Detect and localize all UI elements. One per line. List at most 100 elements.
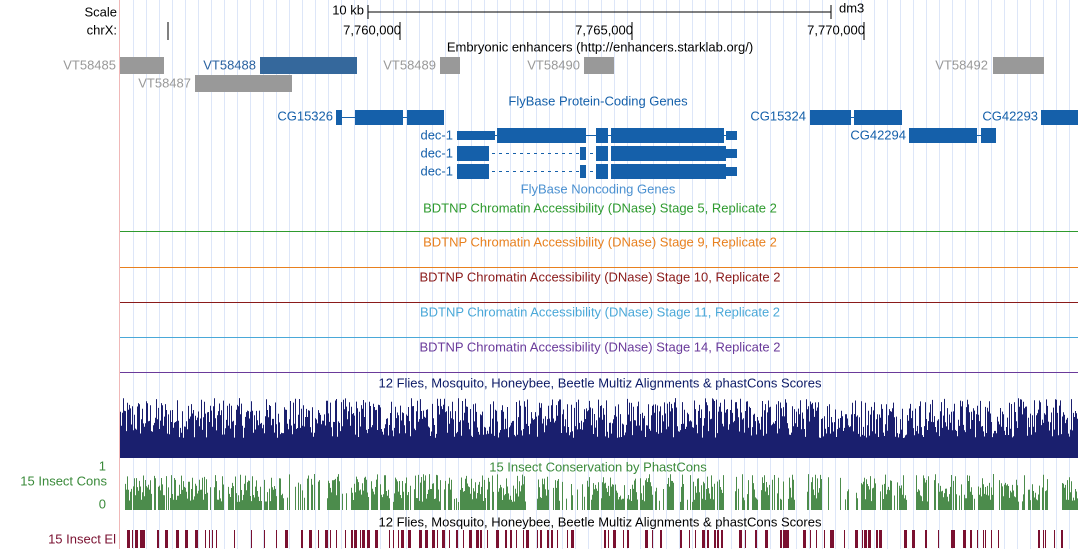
element	[876, 530, 878, 548]
scale-bar-label: 10 kb	[332, 2, 364, 17]
gene[interactable]	[457, 164, 737, 179]
enhancer-label: VT58488	[203, 57, 256, 72]
track-title: FlyBase Noncoding Genes	[521, 181, 676, 196]
element	[360, 530, 361, 548]
enhancer-label: VT58485	[63, 57, 116, 72]
element	[680, 530, 682, 548]
element	[285, 530, 288, 548]
element	[803, 530, 806, 548]
element	[195, 530, 198, 548]
element	[132, 530, 133, 548]
enhancer[interactable]	[195, 75, 292, 92]
element	[645, 530, 648, 548]
gene[interactable]	[810, 110, 902, 125]
enhancer[interactable]	[993, 57, 1044, 74]
axis-label: 0	[99, 496, 106, 511]
element	[862, 530, 863, 548]
conserved-elements	[127, 530, 1063, 548]
element	[745, 530, 746, 548]
element	[904, 530, 906, 548]
element	[689, 530, 690, 548]
element	[879, 530, 882, 548]
element	[516, 530, 517, 548]
element	[401, 530, 404, 548]
element	[496, 530, 499, 548]
gene[interactable]	[457, 128, 737, 143]
element	[557, 530, 558, 548]
chrom-label: chrX:	[87, 22, 117, 37]
element	[309, 530, 312, 548]
track-title: 15 Insect Conservation by PhastCons	[489, 459, 707, 474]
element	[264, 530, 265, 548]
phastcons-bars	[125, 474, 1078, 510]
element	[816, 530, 817, 548]
multiz-bars	[120, 398, 1078, 458]
enhancer-label: VT58492	[935, 57, 988, 72]
multiz-signal	[120, 398, 1078, 458]
element	[140, 530, 143, 548]
element	[963, 530, 966, 548]
element	[212, 530, 213, 548]
element	[623, 530, 624, 548]
element	[613, 530, 616, 548]
element	[938, 530, 939, 548]
position-label: 7,760,000	[343, 22, 401, 37]
element	[567, 530, 568, 548]
enhancer-label: VT58489	[383, 57, 436, 72]
element	[251, 530, 252, 548]
gene[interactable]	[909, 128, 996, 143]
element	[660, 530, 662, 548]
gene[interactable]	[336, 110, 444, 125]
element	[755, 530, 757, 548]
element	[864, 530, 867, 548]
gene-label: dec-1	[420, 127, 453, 142]
element	[914, 530, 915, 548]
element	[833, 530, 834, 548]
element	[998, 530, 999, 548]
element	[783, 530, 786, 548]
element	[393, 530, 394, 548]
element	[912, 530, 915, 548]
axis-label: 1	[99, 458, 106, 473]
element	[142, 530, 145, 548]
element	[537, 530, 538, 548]
enhancer[interactable]	[120, 57, 164, 74]
assembly-label: dm3	[839, 0, 864, 15]
element	[205, 530, 206, 548]
element	[855, 530, 858, 548]
element	[604, 530, 606, 548]
element	[487, 530, 488, 548]
element	[419, 530, 422, 548]
element	[1038, 530, 1040, 548]
track-title: Embryonic enhancers (http://enhancers.st…	[447, 39, 753, 54]
position-label: 7,770,000	[807, 22, 865, 37]
enhancer[interactable]	[440, 57, 460, 74]
element	[906, 530, 907, 548]
phastcons-signal	[125, 474, 1078, 510]
element	[463, 530, 464, 548]
gene[interactable]	[1041, 110, 1078, 125]
gene-label: CG42294	[850, 127, 906, 142]
enhancer[interactable]	[584, 57, 614, 74]
element	[336, 530, 337, 548]
element	[925, 530, 927, 548]
element	[608, 530, 609, 548]
element	[652, 530, 653, 548]
enhancer[interactable]	[260, 57, 357, 74]
element	[234, 530, 235, 548]
element	[526, 530, 528, 548]
element	[707, 530, 709, 548]
element	[311, 530, 312, 548]
element	[398, 530, 399, 548]
element	[185, 530, 188, 548]
element	[844, 530, 845, 548]
element	[786, 530, 789, 548]
scale-label: Scale	[84, 4, 117, 19]
element	[721, 530, 723, 548]
gene[interactable]	[457, 146, 737, 161]
gene-label: CG42293	[982, 108, 1038, 123]
element	[345, 530, 346, 548]
element	[985, 530, 986, 548]
element	[951, 530, 953, 548]
